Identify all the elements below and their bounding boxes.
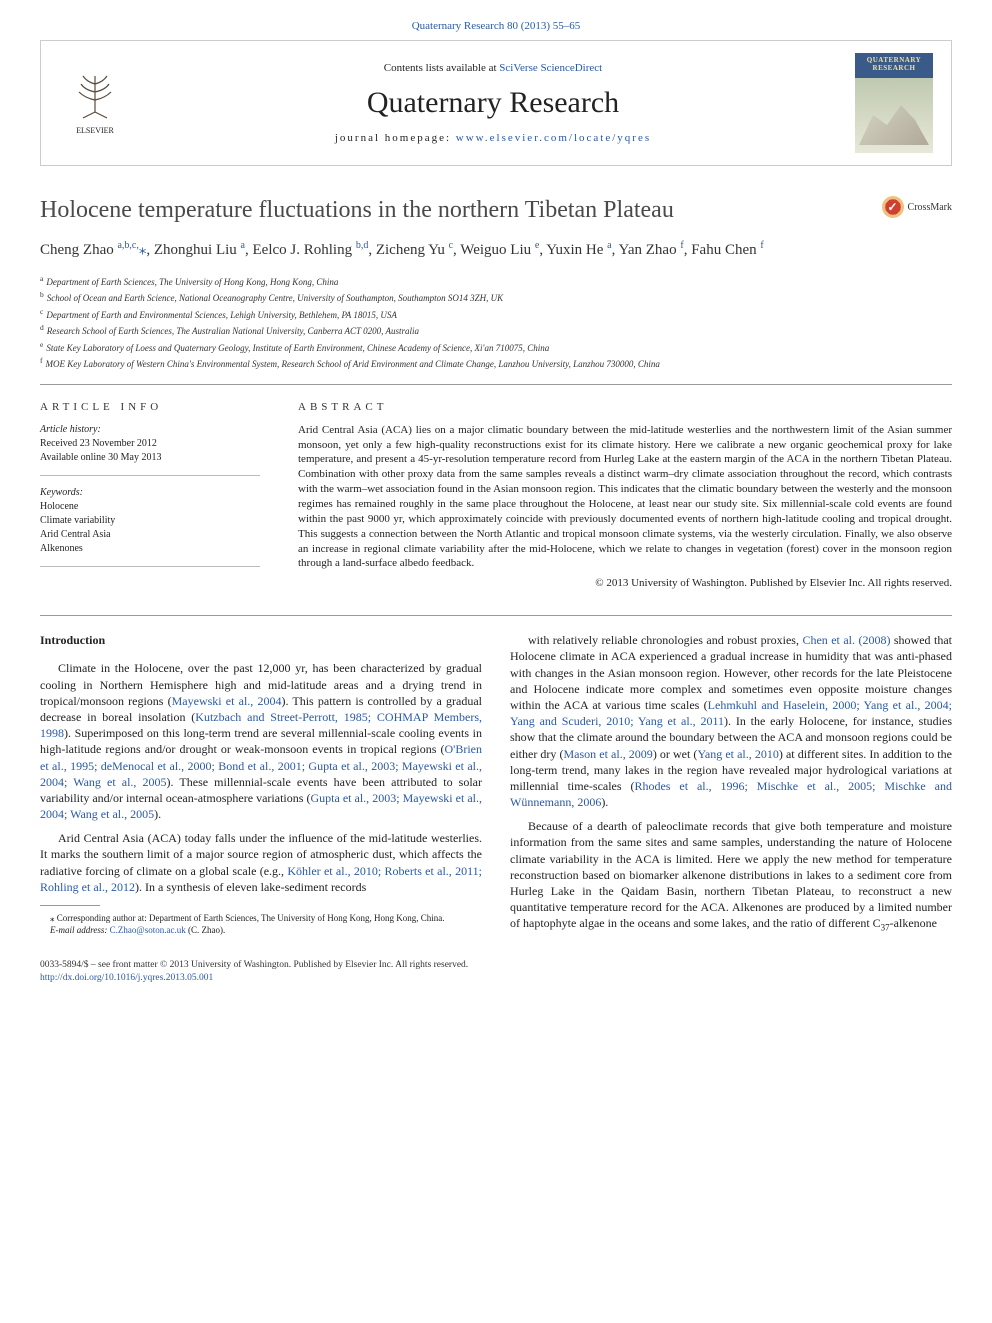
body-text: Introduction Climate in the Holocene, ov…	[40, 632, 952, 939]
abstract-text: Arid Central Asia (ACA) lies on a major …	[298, 423, 952, 571]
elsevier-tree-icon	[73, 72, 117, 126]
affiliation: cDepartment of Earth and Environmental S…	[40, 306, 952, 323]
elsevier-logo: ELSEVIER	[59, 61, 131, 145]
doi-link[interactable]: http://dx.doi.org/10.1016/j.yqres.2013.0…	[40, 972, 952, 985]
rule-top	[40, 384, 952, 385]
keywords-label: Keywords:	[40, 486, 260, 500]
banner-center: Contents lists available at SciVerse Sci…	[151, 62, 835, 144]
journal-banner: ELSEVIER Contents lists available at Sci…	[40, 40, 952, 166]
page-footer: 0033-5894/$ – see front matter © 2013 Un…	[40, 959, 952, 986]
citation-link[interactable]: Chen et al. (2008)	[802, 633, 890, 647]
citation-link[interactable]: Mason et al., 2009	[564, 747, 653, 761]
keyword: Alkenones	[40, 542, 260, 556]
received-date: Received 23 November 2012	[40, 437, 260, 451]
affiliation: fMOE Key Laboratory of Western China's E…	[40, 355, 952, 372]
body-paragraph: Climate in the Holocene, over the past 1…	[40, 660, 482, 822]
journal-homepage-link[interactable]: www.elsevier.com/locate/yqres	[456, 132, 651, 144]
corresponding-author-note: ⁎ Corresponding author at: Department of…	[40, 912, 482, 924]
article-history-label: Article history:	[40, 423, 260, 437]
crossmark-icon: ✓	[882, 196, 904, 218]
cover-mountain-icon	[859, 95, 929, 145]
affiliation: eState Key Laboratory of Loess and Quate…	[40, 339, 952, 356]
keywords-block: Keywords: Holocene Climate variability A…	[40, 486, 260, 567]
abstract-copyright: © 2013 University of Washington. Publish…	[298, 577, 952, 589]
sciencedirect-link[interactable]: SciVerse ScienceDirect	[499, 62, 602, 74]
article-title: Holocene temperature fluctuations in the…	[40, 196, 952, 225]
article-info-heading: ARTICLE INFO	[40, 401, 260, 413]
email-footnote: E-mail address: C.Zhao@soton.ac.uk (C. Z…	[40, 924, 482, 936]
footnotes-block: ⁎ Corresponding author at: Department of…	[40, 912, 482, 936]
body-paragraph: with relatively reliable chronologies an…	[510, 632, 952, 810]
journal-name: Quaternary Research	[151, 86, 835, 120]
affiliation: aDepartment of Earth Sciences, The Unive…	[40, 273, 952, 290]
journal-cover-thumb: QUATERNARY RESEARCH	[855, 53, 933, 153]
crossmark-label: CrossMark	[908, 202, 952, 213]
abstract-column: ABSTRACT Arid Central Asia (ACA) lies on…	[298, 401, 952, 589]
footnote-rule	[40, 905, 100, 906]
abstract-heading: ABSTRACT	[298, 401, 952, 413]
author-email-link[interactable]: C.Zhao@soton.ac.uk	[110, 925, 186, 935]
article-info-column: ARTICLE INFO Article history: Received 2…	[40, 401, 260, 589]
affiliation: bSchool of Ocean and Earth Science, Nati…	[40, 289, 952, 306]
body-paragraph: Arid Central Asia (ACA) today falls unde…	[40, 830, 482, 895]
author-line: Cheng Zhao a,b,c,⁎, Zhonghui Liu a, Eelc…	[40, 239, 952, 261]
affiliation: dResearch School of Earth Sciences, The …	[40, 322, 952, 339]
issn-line: 0033-5894/$ – see front matter © 2013 Un…	[40, 959, 952, 972]
contents-available-line: Contents lists available at SciVerse Sci…	[151, 62, 835, 74]
section-heading-introduction: Introduction	[40, 632, 482, 648]
keyword: Climate variability	[40, 514, 260, 528]
citation-link[interactable]: Mayewski et al., 2004	[172, 694, 282, 708]
affiliations-block: aDepartment of Earth Sciences, The Unive…	[40, 273, 952, 372]
article-history-block: Article history: Received 23 November 20…	[40, 423, 260, 476]
citation-link[interactable]: Yang et al., 2010	[697, 747, 778, 761]
rule-mid	[40, 615, 952, 616]
crossmark-badge[interactable]: ✓ CrossMark	[882, 196, 952, 218]
keyword: Arid Central Asia	[40, 528, 260, 542]
cover-thumb-label: QUATERNARY RESEARCH	[855, 56, 933, 72]
available-online-date: Available online 30 May 2013	[40, 451, 260, 465]
journal-homepage-line: journal homepage: www.elsevier.com/locat…	[151, 132, 835, 144]
keyword: Holocene	[40, 500, 260, 514]
body-paragraph: Because of a dearth of paleoclimate reco…	[510, 818, 952, 934]
journal-reference: Quaternary Research 80 (2013) 55–65	[40, 20, 952, 32]
